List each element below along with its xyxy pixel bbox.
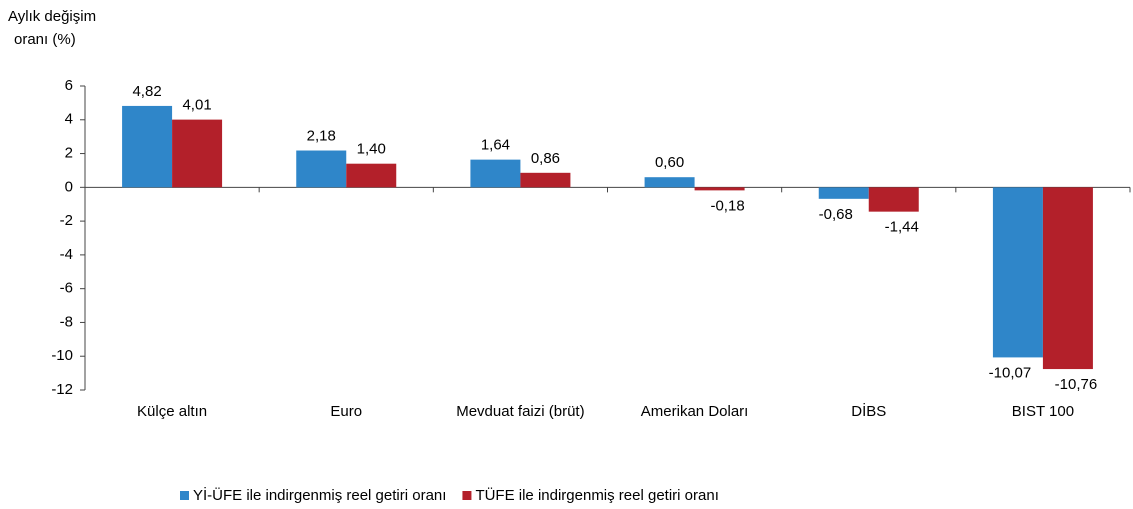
x-tick-label: DİBS [851, 402, 886, 420]
bar [992, 187, 1043, 358]
value-label: 0,60 [655, 154, 684, 171]
value-label: 4,01 [182, 97, 211, 114]
value-label: 2,18 [307, 127, 336, 144]
y-tick-label: -6 [60, 280, 73, 297]
legend-label: TÜFE ile indirgenmiş reel getiri oranı [475, 486, 718, 504]
bar [520, 172, 571, 188]
y-tick-label: 0 [65, 178, 73, 195]
value-label: -1,44 [885, 219, 919, 236]
legend-label: Yİ-ÜFE ile indirgenmiş reel getiri oranı [193, 486, 446, 504]
bar [818, 187, 869, 199]
legend-swatch [462, 491, 472, 500]
bar [122, 105, 173, 188]
value-label: 1,64 [481, 137, 510, 154]
x-tick-label: Euro [330, 403, 362, 420]
value-label: -0,18 [710, 197, 744, 214]
value-label: 1,40 [357, 141, 386, 158]
bar [470, 159, 521, 188]
y-tick-label: -8 [60, 313, 73, 330]
y-tick-label: -10 [51, 347, 73, 364]
x-tick-label: Külçe altın [137, 403, 207, 420]
value-label: -0,68 [819, 206, 853, 223]
y-tick-label: 6 [65, 77, 73, 94]
bar [346, 163, 397, 188]
legend-swatch [180, 491, 189, 500]
y-axis-title: oranı (%) [14, 31, 76, 48]
value-label: -10,76 [1055, 376, 1098, 393]
bar [1042, 187, 1093, 370]
bar [644, 177, 695, 188]
x-tick-label: BIST 100 [1012, 403, 1074, 420]
y-axis-title: Aylık değişim [8, 8, 96, 25]
bar [694, 187, 745, 191]
value-label: 4,82 [132, 83, 161, 100]
bar [172, 119, 223, 188]
bar [296, 150, 347, 188]
value-label: -10,07 [989, 364, 1032, 381]
bar [868, 187, 919, 212]
y-tick-label: -12 [51, 381, 73, 398]
y-tick-label: -4 [60, 246, 73, 263]
y-tick-label: 2 [65, 145, 73, 162]
value-label: 0,86 [531, 150, 560, 167]
y-tick-label: 4 [65, 111, 73, 128]
y-tick-label: -2 [60, 212, 73, 229]
x-tick-label: Amerikan Doları [641, 403, 749, 420]
x-tick-label: Mevduat faizi (brüt) [456, 403, 584, 420]
